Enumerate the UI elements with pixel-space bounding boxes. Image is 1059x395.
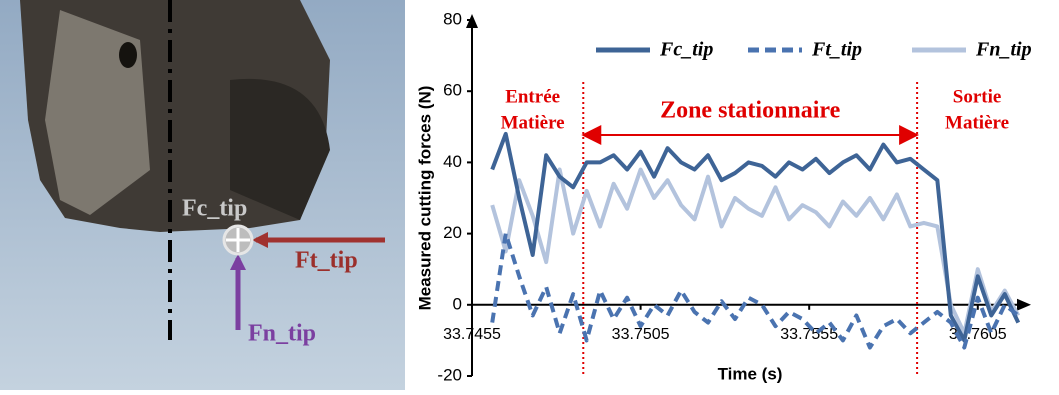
x-tick-label: 33.7455 <box>443 326 501 343</box>
series-line <box>490 131 1021 343</box>
y-tick-label: 80 <box>443 9 462 28</box>
photo: Fc_tip Ft_tip Fn_tip <box>0 0 405 390</box>
legend-label: Fn_tip <box>975 39 1032 61</box>
y-tick-label: 40 <box>443 152 462 171</box>
chart: Measured cutting forces (N) Time (s) -20… <box>415 9 1031 384</box>
x-axis-arrow <box>1017 298 1031 311</box>
y-tick-label: -20 <box>437 365 462 384</box>
fn-label: Fn_tip <box>248 321 316 347</box>
annotation: Entrée <box>505 86 560 107</box>
legend-label: Ft_tip <box>811 39 862 61</box>
fc-label: Fc_tip <box>182 196 247 222</box>
y-tick-label: 60 <box>443 81 462 100</box>
y-tick-label: 0 <box>453 294 462 313</box>
tool-lip <box>230 78 330 220</box>
legend-label: Fc_tip <box>659 39 713 61</box>
coolant-hole <box>119 42 137 68</box>
annotation: Sortie <box>953 86 1002 107</box>
annotation: Zone stationnaire <box>660 98 841 124</box>
y-axis-title: Measured cutting forces (N) <box>415 86 434 311</box>
fn-arrow-head <box>230 254 246 270</box>
annotation: Matière <box>501 112 565 133</box>
ft-arrow-head <box>252 232 268 248</box>
series-line <box>490 231 1020 350</box>
x-axis-title: Time (s) <box>718 364 783 383</box>
annotation: Matière <box>945 112 1009 133</box>
y-tick-label: 20 <box>443 223 462 242</box>
x-tick-label: 33.7505 <box>612 326 670 343</box>
series-line <box>490 167 1021 336</box>
ft-label: Ft_tip <box>295 248 358 274</box>
x-tick-label: 33.7555 <box>780 326 838 343</box>
